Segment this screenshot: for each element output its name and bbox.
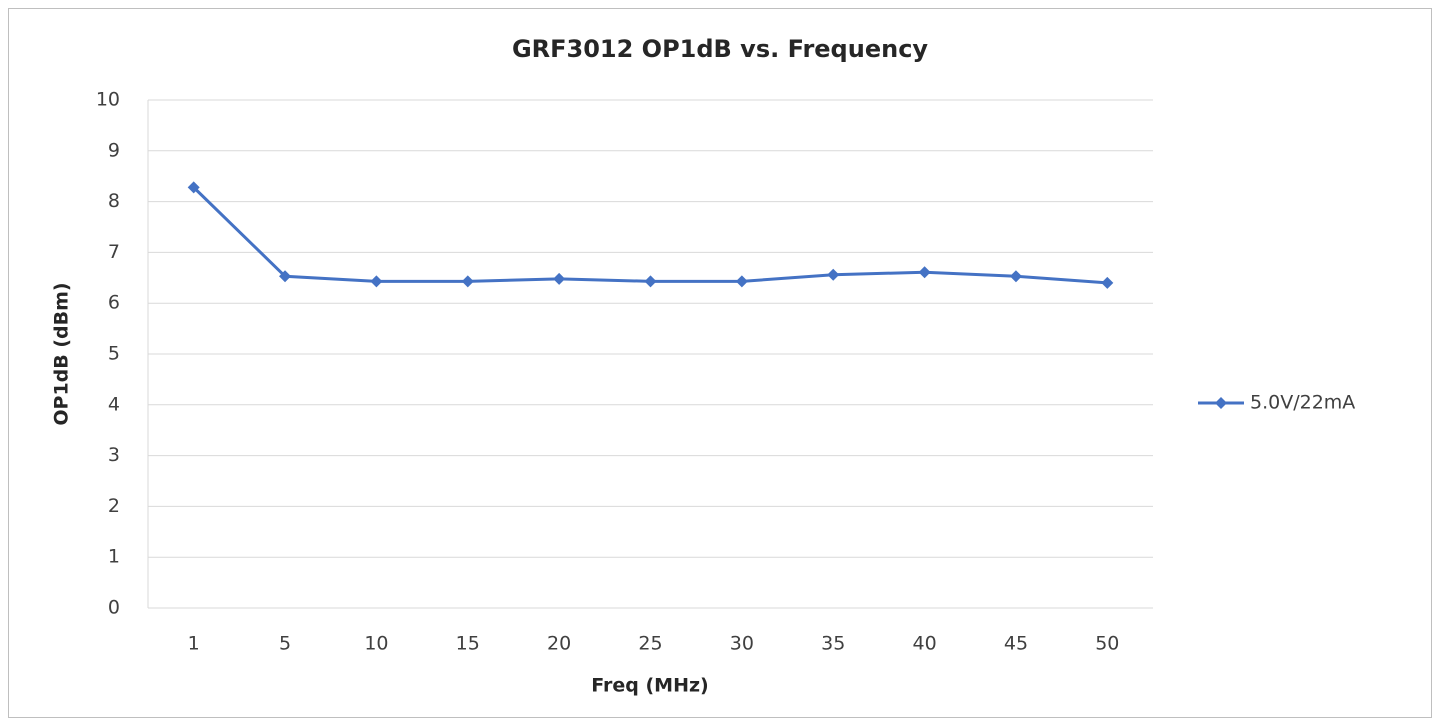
x-tick-label: 30 <box>730 633 754 655</box>
x-tick-label: 10 <box>364 633 388 655</box>
data-point <box>553 272 566 285</box>
y-tick-label: 8 <box>108 190 120 212</box>
data-point <box>279 270 292 283</box>
y-axis-title: OP1dB (dBm) <box>51 282 73 425</box>
y-tick-label: 9 <box>108 139 120 161</box>
x-tick-label: 40 <box>912 633 936 655</box>
data-point <box>187 181 200 194</box>
y-tick-label: 5 <box>108 343 120 365</box>
y-tick-label: 10 <box>96 89 120 111</box>
y-tick-label: 6 <box>108 292 120 314</box>
y-tick-label: 7 <box>108 241 120 263</box>
y-tick-label: 2 <box>108 495 120 517</box>
y-tick-label: 3 <box>108 444 120 466</box>
x-axis-title: Freq (MHz) <box>591 675 708 697</box>
x-tick-label: 45 <box>1004 633 1028 655</box>
y-tick-label: 1 <box>108 546 120 568</box>
y-tick-label: 4 <box>108 393 120 415</box>
data-point <box>644 275 657 288</box>
data-point <box>461 275 474 288</box>
x-tick-label: 50 <box>1095 633 1119 655</box>
data-point <box>827 268 840 281</box>
chart-border <box>8 8 1432 718</box>
data-point <box>735 275 748 288</box>
x-tick-label: 15 <box>456 633 480 655</box>
data-point <box>1009 270 1022 283</box>
chart-title: GRF3012 OP1dB vs. Frequency <box>512 35 928 63</box>
x-tick-label: 35 <box>821 633 845 655</box>
data-point <box>1101 276 1114 289</box>
x-tick-label: 20 <box>547 633 571 655</box>
legend-label: 5.0V/22mA <box>1250 392 1355 414</box>
x-tick-label: 25 <box>638 633 662 655</box>
data-point <box>918 266 931 279</box>
x-tick-label: 1 <box>188 633 200 655</box>
y-tick-label: 0 <box>108 597 120 619</box>
legend-marker <box>1215 397 1227 409</box>
data-point <box>370 275 383 288</box>
x-tick-label: 5 <box>279 633 291 655</box>
